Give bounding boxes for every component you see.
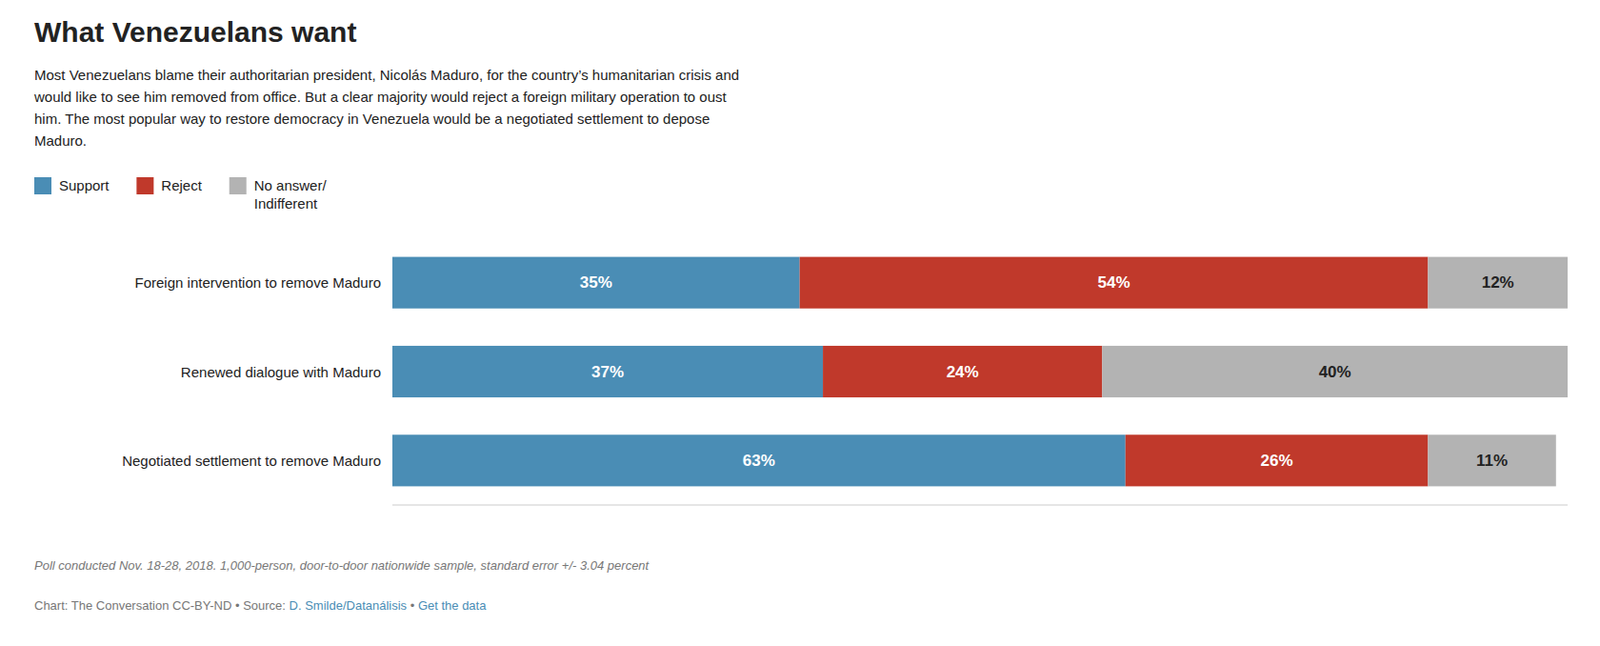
legend-label: Support (59, 177, 110, 194)
bar-segment (392, 434, 1126, 486)
legend-swatch (136, 177, 154, 195)
data-label: 63% (742, 451, 776, 470)
source: Chart: The Conversation CC-BY-ND • Sourc… (34, 598, 487, 613)
data-label: 12% (1481, 273, 1515, 292)
data-label: 35% (580, 273, 613, 292)
bar-segment (392, 257, 800, 309)
source-text: Chart: The Conversation CC-BY-ND • Sourc… (34, 598, 290, 613)
bar-segment (800, 257, 1429, 309)
category-label: Negotiated settlement to remove Maduro (121, 452, 381, 469)
source-link: D. Smilde/Datanálisis (289, 598, 408, 613)
bar-segment (392, 345, 823, 398)
data-label: 54% (1097, 273, 1130, 292)
bar-segment (822, 345, 1102, 398)
legend-swatch (229, 177, 247, 195)
bar-segment (1125, 434, 1429, 486)
chart: What Venezuelans want Most Venezuelans bl… (0, 0, 1600, 646)
data-label: 40% (1319, 362, 1352, 381)
legend-swatch (34, 177, 52, 195)
legend: Support Reject No answer/Indifferent (34, 177, 327, 212)
title: What Venezuelans want (34, 16, 357, 48)
x-axis-line (392, 504, 1568, 506)
category-label: Foreign intervention to remove Maduro (135, 274, 381, 291)
source-text: • (406, 598, 419, 613)
bar-segment (1427, 434, 1556, 486)
legend-label: Reject (160, 177, 202, 194)
data-label: 26% (1260, 451, 1294, 470)
source-link: Get the data (418, 598, 487, 613)
data-label: 24% (946, 362, 980, 381)
bar-segment (1101, 345, 1568, 398)
data-label: 11% (1476, 451, 1508, 470)
bar-segment (1427, 257, 1568, 309)
data-labels: 35% 54% 12% 37% 24% 40% 63% 26% 11% (580, 273, 1515, 470)
category-label: Renewed dialogue with Maduro (180, 363, 381, 380)
subtitle: Most Venezuelans blame their authoritari… (33, 66, 740, 149)
data-label: 37% (591, 362, 624, 381)
bars (392, 257, 1568, 487)
footnote: Poll conducted Nov. 18-28, 2018. 1,000-p… (34, 558, 651, 573)
legend-label: No answer/Indifferent (254, 177, 328, 212)
